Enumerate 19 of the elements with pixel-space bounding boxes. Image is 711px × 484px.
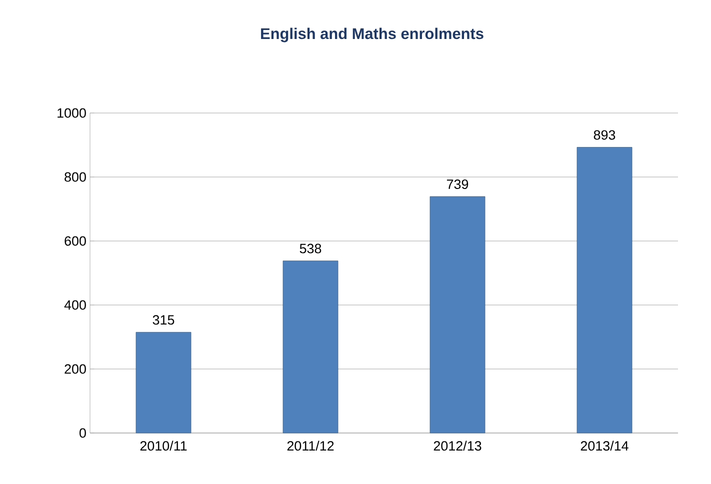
y-tick-label: 800 xyxy=(64,172,86,182)
y-tick-label: 200 xyxy=(64,364,86,374)
bar xyxy=(430,196,486,434)
y-tick-label: 0 xyxy=(80,428,86,438)
data-label: 893 xyxy=(594,130,616,140)
x-tick-label: 2011/12 xyxy=(287,440,334,451)
y-tick-label: 1000 xyxy=(58,108,86,118)
y-tick-label: 400 xyxy=(64,300,86,310)
x-tick-label: 2012/13 xyxy=(434,440,482,451)
x-tick-label: 2010/11 xyxy=(140,440,187,451)
bar xyxy=(136,332,192,434)
bar xyxy=(282,260,338,434)
bar xyxy=(576,147,632,434)
y-tick-label: 600 xyxy=(64,236,86,246)
chart-title: English and Maths enrolments xyxy=(261,28,484,42)
data-label: 315 xyxy=(152,315,174,325)
data-label: 538 xyxy=(300,244,322,254)
x-tick-label: 2013/14 xyxy=(580,440,628,451)
data-label: 739 xyxy=(446,179,468,189)
